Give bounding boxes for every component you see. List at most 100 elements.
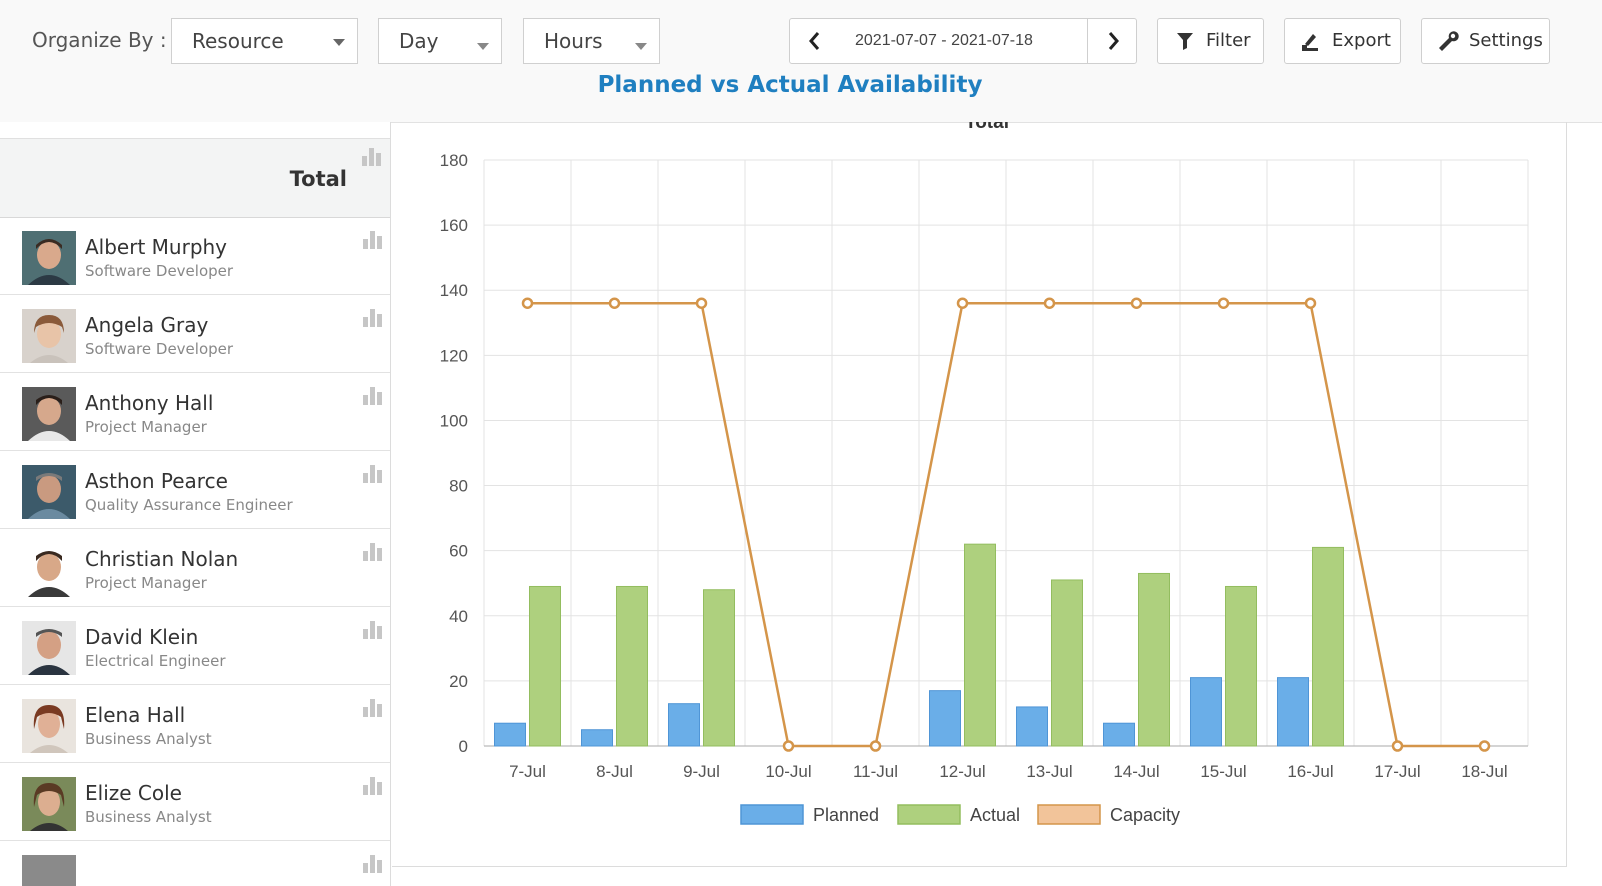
avatar [22,777,76,831]
bar-chart-icon[interactable] [362,617,384,639]
toolbar: Organize By : Resource Day Hours 2021-07… [0,0,1602,123]
bar-chart-icon[interactable] [362,773,384,795]
planned-bar[interactable] [1277,677,1309,747]
bar-chart-icon[interactable] [362,539,384,561]
capacity-point[interactable] [869,740,882,752]
bar-chart-icon[interactable] [362,461,384,483]
resource-row-partial[interactable] [0,841,390,886]
bar-chart-icon[interactable] [362,383,384,405]
avatar [22,465,76,519]
capacity-point[interactable] [695,297,708,309]
capacity-point[interactable] [1217,297,1230,309]
resource-name: Asthon Pearce [85,469,228,493]
legend-swatch [1037,804,1101,825]
wrench-icon [1439,31,1459,51]
x-tick-label: 9-Jul [683,762,720,781]
legend-capacity[interactable]: Capacity [1037,804,1180,825]
bar-chart-icon[interactable] [362,851,384,873]
planned-bar[interactable] [668,703,700,747]
chart-panel: Total 0 20 40 60 80 100 120 140 160 180 7-Jul 8-Ju… [392,122,1567,867]
actual-bar[interactable] [1051,579,1083,747]
y-tick-label: 160 [440,216,468,235]
date-range-display[interactable]: 2021-07-07 - 2021-07-18 [838,18,1088,64]
resource-row-asthon-pearce[interactable]: Asthon Pearce Quality Assurance Engineer [0,451,390,529]
date-range-text: 2021-07-07 - 2021-07-18 [855,32,1033,49]
actual-bar[interactable] [1138,572,1170,747]
planned-bar[interactable] [494,722,526,747]
unit-select[interactable]: Hours [523,18,660,64]
capacity-point[interactable] [956,297,969,309]
actual-bar[interactable] [529,585,561,747]
capacity-point[interactable] [1304,297,1317,309]
capacity-line [527,301,1485,748]
filter-button[interactable]: Filter [1157,18,1264,64]
y-tick-label: 100 [440,411,468,430]
export-button[interactable]: Export [1284,18,1401,64]
legend-actual[interactable]: Actual [897,804,1020,825]
actual-bar[interactable] [1312,546,1344,747]
total-row[interactable]: Total [0,138,390,218]
planned-bar[interactable] [1190,677,1222,747]
capacity-point[interactable] [1478,740,1491,752]
organize-by-select[interactable]: Resource [171,18,358,64]
x-tick-label: 10-Jul [765,762,811,781]
legend-swatch [740,804,804,825]
bar-chart-icon[interactable] [361,144,383,166]
capacity-point[interactable] [1130,297,1143,309]
filter-label: Filter [1206,30,1251,51]
capacity-point[interactable] [782,740,795,752]
actual-bar[interactable] [1225,585,1257,747]
bar-chart-icon[interactable] [362,227,384,249]
avatar [22,309,76,363]
capacity-point[interactable] [608,297,621,309]
resource-row-elena-hall[interactable]: Elena Hall Business Analyst [0,685,390,763]
y-tick-label: 40 [449,607,468,626]
chart-right-border [1566,122,1567,867]
page-title: Planned vs Actual Availability [597,72,983,98]
funnel-icon [1177,33,1193,50]
export-label: Export [1332,30,1391,51]
y-tick-label: 20 [449,672,468,691]
resource-row-anthony-hall[interactable]: Anthony Hall Project Manager [0,373,390,451]
actual-bar[interactable] [703,589,735,747]
x-tick-label: 13-Jul [1026,762,1072,781]
y-tick-label: 80 [449,477,468,496]
avatar [22,543,76,597]
resource-name: Christian Nolan [85,547,239,571]
export-icon [1302,34,1318,51]
resource-role: Project Manager [85,574,207,592]
x-tick-label: 14-Jul [1113,762,1159,781]
chevron-left-icon [809,32,820,50]
capacity-point[interactable] [1391,740,1404,752]
period-value: Day [399,29,439,53]
resource-list: Total Albert Murphy Software Developer A… [0,122,391,886]
chevron-down-icon [477,43,489,50]
resource-role: Business Analyst [85,808,212,826]
settings-label: Settings [1469,30,1543,51]
capacity-point[interactable] [1043,297,1056,309]
next-range-button[interactable] [1087,18,1137,64]
y-tick-label: 120 [440,346,468,365]
actual-bar[interactable] [964,543,996,747]
bar-chart-icon[interactable] [362,695,384,717]
avatar [22,621,76,675]
planned-bar[interactable] [1103,722,1135,747]
resource-row-david-klein[interactable]: David Klein Electrical Engineer [0,607,390,685]
prev-range-button[interactable] [789,18,839,64]
planned-bar[interactable] [581,729,613,747]
settings-button[interactable]: Settings [1421,18,1550,64]
legend-planned[interactable]: Planned [740,804,879,825]
resource-row-angela-gray[interactable]: Angela Gray Software Developer [0,295,390,373]
organize-by-value: Resource [192,29,284,53]
actual-bar[interactable] [616,585,648,747]
x-tick-label: 16-Jul [1287,762,1333,781]
capacity-point[interactable] [521,297,534,309]
planned-bar[interactable] [1016,706,1048,747]
resource-row-elize-cole[interactable]: Elize Cole Business Analyst [0,763,390,841]
x-tick-label: 18-Jul [1461,762,1507,781]
planned-bar[interactable] [929,690,961,747]
resource-row-albert-murphy[interactable]: Albert Murphy Software Developer [0,217,390,295]
period-select[interactable]: Day [378,18,502,64]
resource-row-christian-nolan[interactable]: Christian Nolan Project Manager [0,529,390,607]
bar-chart-icon[interactable] [362,305,384,327]
